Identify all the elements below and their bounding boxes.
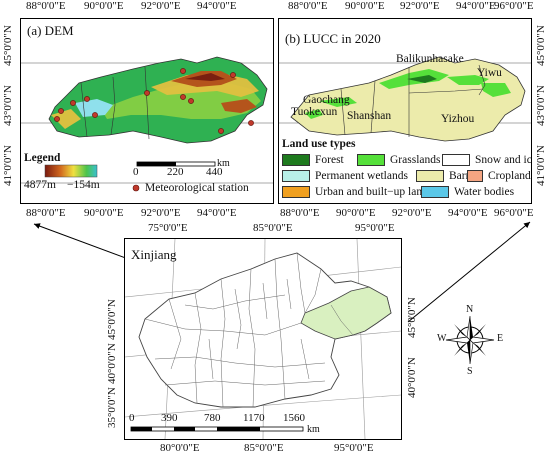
- compass-rose: N S W E: [437, 304, 504, 377]
- scale-tick: 390: [161, 412, 178, 424]
- scale-bar-a: [136, 161, 216, 167]
- legend-item-wetlands: Permanent wetlands: [282, 170, 408, 182]
- xinjiang-map: [125, 239, 401, 439]
- scale-unit: km: [307, 424, 320, 435]
- place-label: Gaochang: [303, 94, 350, 106]
- bottom-tick: 85°0'0"E: [244, 442, 284, 454]
- scale-tick: 780: [204, 412, 221, 424]
- bottom-tick: 94°0'0"E: [448, 207, 488, 219]
- bottom-tick: 94°0'0"E: [197, 207, 237, 219]
- top-tick: 90°0'0"E: [345, 0, 385, 12]
- compass-s: S: [467, 366, 473, 377]
- legend-label: Forest: [315, 154, 344, 166]
- top-tick: 88°0'0"E: [288, 0, 328, 12]
- bottom-tick: 95°0'0"E: [334, 442, 374, 454]
- top-tick: 94°0'0"E: [197, 0, 237, 12]
- scale-tick: 0: [129, 412, 135, 424]
- compass-n: N: [466, 304, 474, 315]
- top-tick: 75°0'0"E: [148, 222, 188, 234]
- legend-item-urban: Urban and built−up lands: [282, 186, 432, 198]
- lucc-map: [279, 56, 531, 142]
- place-label: Shanshan: [347, 110, 392, 122]
- study-area: [300, 286, 392, 340]
- legend-swatch: [467, 170, 483, 182]
- compass-icon: [445, 315, 495, 365]
- place-label: Balikunhasake: [396, 53, 464, 65]
- panel-title: (b) LUCC in 2020: [285, 31, 381, 46]
- elevation-min: −154m: [67, 179, 100, 191]
- left-tick: 43°0'0"N: [2, 85, 14, 126]
- station-legend-label: Meteorological station: [145, 182, 249, 194]
- dem-map-frame: (a) DEM Legend 4877m −154m 0 220 440 km …: [20, 18, 274, 204]
- lucc-map-frame: (b) LUCC in 2020 Balikunhasake Yiwu Gaoc…: [278, 18, 532, 204]
- scale-tick: 440: [206, 166, 223, 178]
- legend-swatch: [282, 170, 310, 182]
- legend-item-forest: Forest: [282, 154, 344, 166]
- top-tick: 92°0'0"E: [400, 0, 440, 12]
- legend-label: Water bodies: [454, 186, 515, 198]
- scale-unit: km: [217, 158, 230, 169]
- legend-swatch: [442, 154, 470, 166]
- dem-map: [21, 56, 273, 192]
- scale-tick: 1170: [243, 412, 265, 424]
- right-tick: 40°0'0"N: [406, 357, 418, 398]
- legend-label: Snow and ice: [475, 154, 532, 166]
- legend-item-grasslands: Grasslands: [357, 154, 440, 166]
- bottom-tick: 90°0'0"E: [336, 207, 376, 219]
- legend-swatch: [421, 186, 449, 198]
- bottom-tick: 88°0'0"E: [280, 207, 320, 219]
- legend-title: Legend: [24, 152, 61, 164]
- legend-swatch: [282, 186, 310, 198]
- legend-label: Urban and built−up lands: [315, 186, 433, 198]
- place-label: Tuokexun: [291, 106, 338, 118]
- top-tick: 88°0'0"E: [26, 0, 66, 12]
- top-tick: 94°0'0"E: [456, 0, 496, 12]
- bottom-tick: 96°0'0"E: [494, 207, 534, 219]
- left-tick: 45°0'0"N: [106, 299, 118, 340]
- left-tick: 35°0'0"N: [106, 387, 118, 428]
- top-tick: 96°0'0"E: [494, 0, 534, 12]
- top-tick: 85°0'0"E: [253, 222, 293, 234]
- top-tick: 95°0'0"E: [355, 222, 395, 234]
- scale-tick: 1560: [283, 412, 305, 424]
- panel-title: Xinjiang: [131, 247, 177, 262]
- bottom-tick: 80°0'0"E: [160, 442, 200, 454]
- right-tick: 45°0'0"N: [535, 25, 547, 66]
- elevation-max: 4877m: [24, 179, 56, 191]
- left-tick: 40°0'0"N: [106, 343, 118, 384]
- legend-swatch: [416, 170, 444, 182]
- legend-item-snow: Snow and ice: [442, 154, 532, 166]
- compass-w: W: [437, 333, 447, 344]
- legend-label: Permanent wetlands: [315, 170, 408, 182]
- legend-label: Grasslands: [390, 154, 441, 166]
- right-tick: 45°0'0"N: [406, 297, 418, 338]
- compass-e: E: [497, 333, 504, 344]
- legend-item-water: Water bodies: [421, 186, 514, 198]
- bottom-tick: 90°0'0"E: [84, 207, 124, 219]
- left-tick: 41°0'0"N: [2, 145, 14, 186]
- panel-title: (a) DEM: [27, 23, 74, 38]
- right-tick: 43°0'0"N: [535, 85, 547, 126]
- legend-title: Land use types: [282, 138, 356, 150]
- right-tick: 41°0'0"N: [535, 145, 547, 186]
- top-tick: 90°0'0"E: [84, 0, 124, 12]
- legend-item-croplands: Croplands: [467, 170, 532, 182]
- legend-swatch: [357, 154, 385, 166]
- scale-bar-c: [130, 426, 304, 432]
- bottom-tick: 92°0'0"E: [392, 207, 432, 219]
- place-label: Yiwu: [477, 67, 502, 79]
- elevation-legend-bar: [44, 164, 98, 178]
- scale-tick: 0: [133, 166, 139, 178]
- left-tick: 45°0'0"N: [2, 25, 14, 66]
- place-label: Yizhou: [441, 113, 475, 125]
- xinjiang-map-frame: Xinjiang 0 390 780 1170 1560 km: [124, 238, 402, 440]
- legend-label: Croplands: [488, 170, 532, 182]
- bottom-tick: 92°0'0"E: [141, 207, 181, 219]
- bottom-tick: 88°0'0"E: [26, 207, 66, 219]
- scale-tick: 220: [167, 166, 184, 178]
- station-points: [54, 68, 254, 134]
- legend-swatch: [282, 154, 310, 166]
- top-tick: 92°0'0"E: [141, 0, 181, 12]
